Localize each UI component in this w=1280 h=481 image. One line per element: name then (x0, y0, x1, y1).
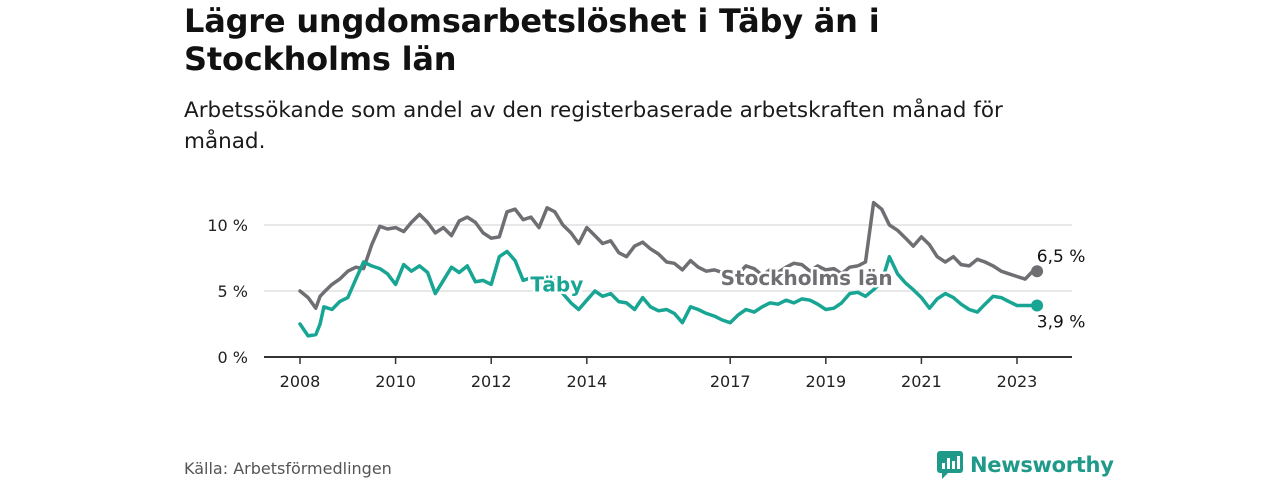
newsworthy-logo-icon (937, 451, 963, 479)
y-tick-label: 10 % (207, 216, 248, 235)
y-tick-label: 0 % (218, 348, 248, 367)
x-tick-label: 2010 (375, 372, 416, 391)
label-layer: Stockholms län Täby 6,5 % 3,9 % (528, 245, 1087, 334)
end-value-label-t-by: 3,9 % (1037, 313, 1086, 333)
series-line-stockholms-l-n (298, 200, 1043, 310)
end-value-label-stockholms-l-n: 6,5 % (1037, 247, 1086, 267)
x-tick-label: 2023 (997, 372, 1038, 391)
y-tick-label: 5 % (218, 282, 248, 301)
grid-layer (264, 224, 1072, 292)
series-end-marker-stockholms-l-n (1031, 265, 1044, 278)
chart-title: Lägre ungdomsarbetslöshet i Täby än i St… (184, 2, 880, 78)
source-note: Källa: Arbetsförmedlingen (184, 459, 392, 478)
x-tick-label: 2014 (566, 372, 607, 391)
axis-layer: 0 % 5 % 10 % 2008 2010 2012 2014 2017 2019 2021 20… (207, 216, 1072, 391)
x-tick-label: 2012 (471, 372, 512, 391)
series-label-t-by: Täby (530, 272, 583, 296)
series-line-t-by (298, 249, 1043, 338)
chart-subtitle: Arbetssökande som andel av den registerb… (184, 98, 1003, 154)
line-chart: 0 % 5 % 10 % 2008 2010 2012 2014 2017 2019 2021 20… (207, 200, 1087, 391)
brand-logo[interactable]: Newsworthy (936, 449, 1114, 481)
series-label-stockholms-l-n: Stockholms län (721, 266, 893, 290)
x-tick-label: 2017 (710, 372, 751, 391)
series-end-marker-t-by (1031, 299, 1044, 312)
x-tick-label: 2008 (280, 372, 321, 391)
series-layer (298, 200, 1044, 338)
x-tick-label: 2021 (901, 372, 942, 391)
brand-name: Newsworthy (970, 453, 1114, 477)
x-tick-label: 2019 (805, 372, 846, 391)
